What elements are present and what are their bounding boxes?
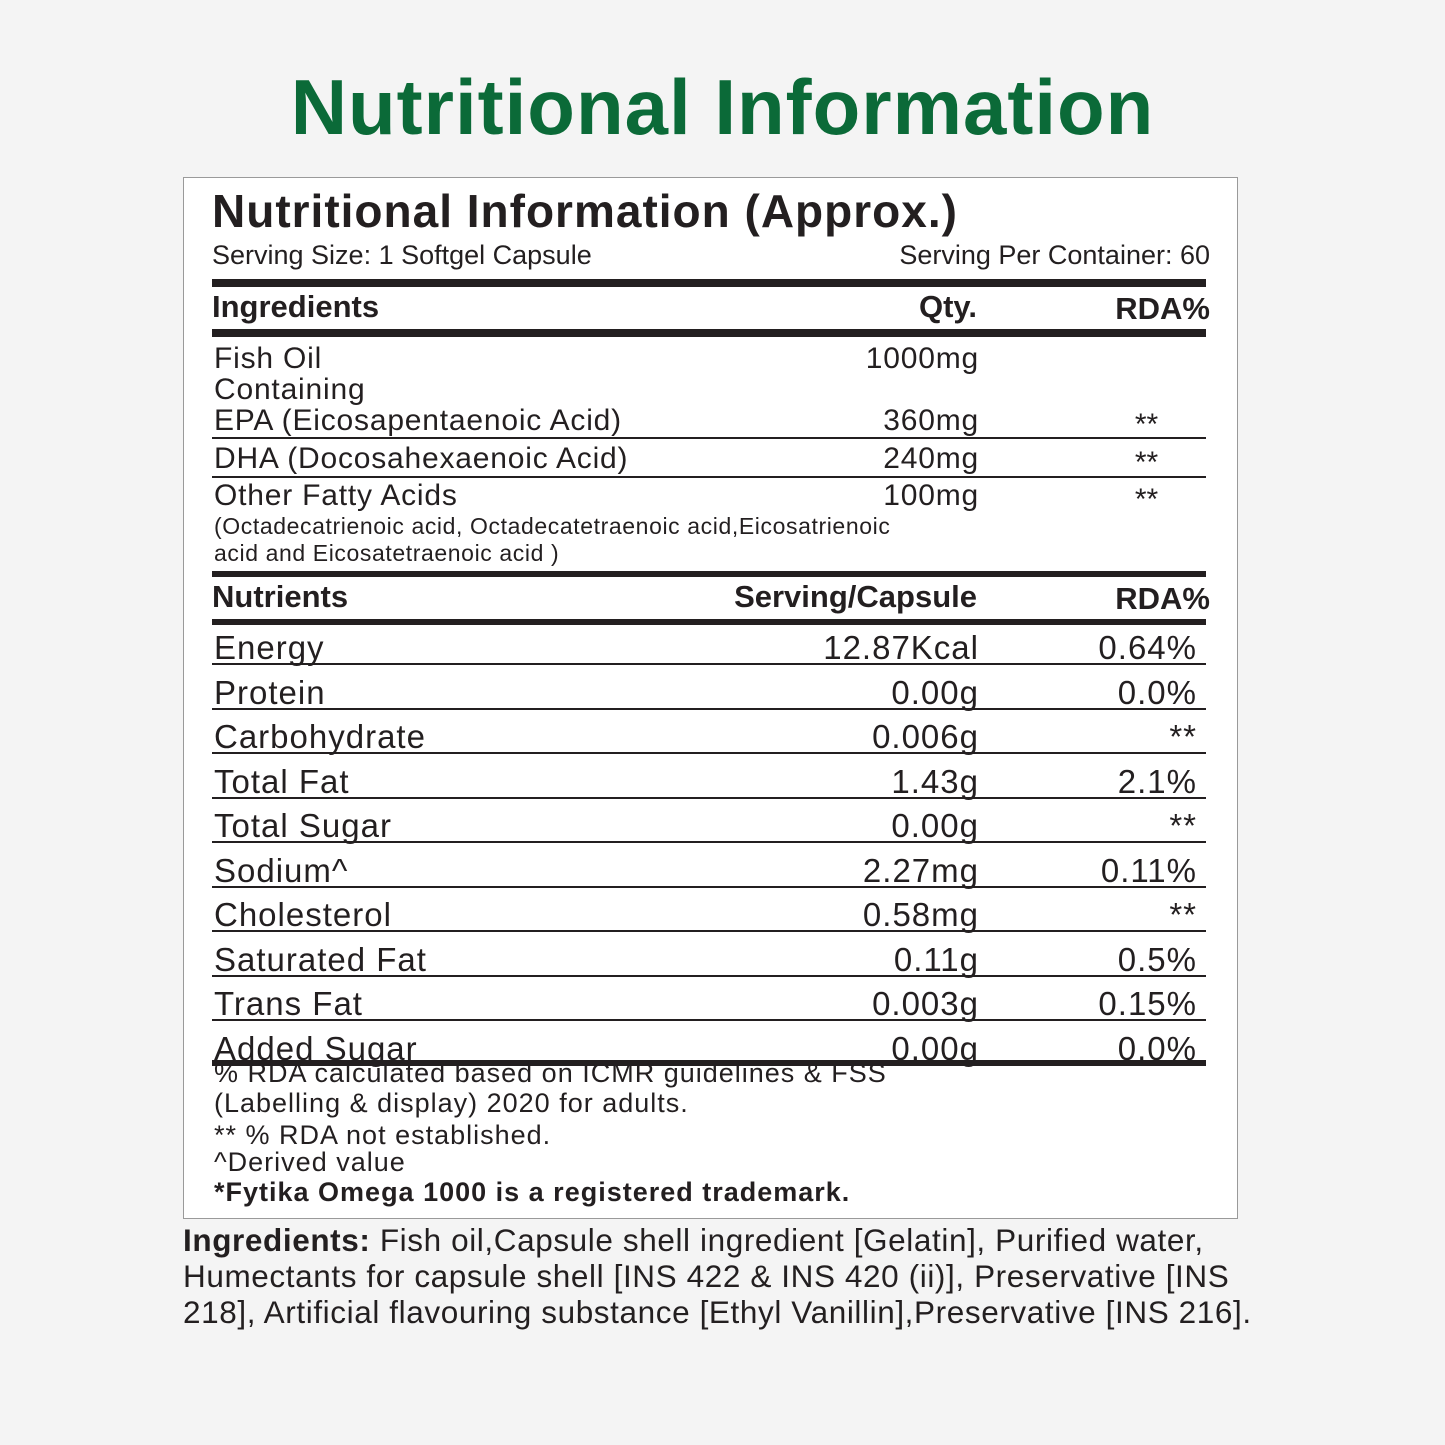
nutrient-qty: 0.00g (891, 1029, 979, 1067)
ingredients-header: Ingredients (212, 289, 380, 324)
nutrient-name: Trans Fat (214, 985, 363, 1022)
divider (212, 619, 1206, 625)
row-divider (212, 930, 1206, 932)
nutrient-name: Carbohydrate (214, 718, 426, 755)
nutrient-name: Total Sugar (214, 807, 392, 844)
row-divider (212, 885, 1206, 888)
nutrient-rda: ** (1169, 718, 1197, 755)
nutrient-name: Added Sugar (214, 1029, 418, 1067)
ingredient-name: Containing (214, 373, 366, 406)
nutrient-rda: 0.64% (1098, 629, 1197, 666)
ingredient-qty: 1000mg (865, 342, 979, 375)
nutrient-rda: ** (1169, 896, 1197, 933)
servings-per-container: Serving Per Container: 60 (899, 240, 1210, 270)
footnote: *Fytika Omega 1000 is a registered trade… (214, 1177, 851, 1207)
row-divider (212, 663, 1206, 665)
ingredient-name: Fish Oil (214, 342, 323, 375)
ingredient-rda: ** (1134, 408, 1159, 441)
ingredient-qty: 100mg (883, 479, 979, 512)
footnote: ^Derived value (214, 1147, 406, 1177)
nutrient-rda: 0.0% (1117, 1029, 1197, 1067)
nutrient-name: Protein (214, 673, 326, 711)
nutrient-qty: 0.11g (893, 940, 979, 978)
footnote: (Labelling & display) 2020 for adults. (214, 1088, 689, 1118)
ingredient-rda: ** (1134, 446, 1159, 479)
qty-header: Qty. (919, 289, 977, 324)
nutrient-name: Sodium^ (214, 851, 349, 889)
page-title: Nutritional Information (290, 63, 1155, 151)
ingredients-text: Fish oil,Capsule shell ingredient [Gelat… (183, 1222, 1252, 1330)
nutrient-qty: 0.006g (872, 718, 979, 755)
nutrient-rda: 0.11% (1100, 851, 1197, 889)
nutrient-qty: 0.00g (891, 673, 979, 711)
nutrient-rda: 0.5% (1117, 940, 1197, 978)
nutrient-name: Total Fat (214, 762, 350, 800)
nutrient-qty: 2.27mg (862, 851, 979, 889)
nutrient-qty: 0.58mg (862, 896, 979, 933)
nutrient-rda: 0.0% (1117, 673, 1197, 711)
row-divider (212, 437, 1206, 439)
nutrient-qty: 1.43g (891, 762, 979, 800)
footnote: % RDA calculated based on ICMR guideline… (214, 1058, 887, 1088)
row-divider (212, 707, 1206, 710)
nutrient-name: Saturated Fat (214, 940, 427, 978)
ingredient-rda: ** (1134, 483, 1159, 516)
nutrients-header: Nutrients (212, 579, 349, 614)
row-divider (212, 841, 1206, 843)
ingredient-qty: 240mg (883, 442, 979, 475)
nutrient-qty: 12.87Kcal (823, 629, 979, 666)
rda-header: RDA% (1115, 291, 1210, 326)
ingredients-statement: Ingredients: Fish oil,Capsule shell ingr… (183, 1222, 1253, 1330)
divider (212, 329, 1206, 337)
row-divider (212, 476, 1206, 478)
serving-size: Serving Size: 1 Softgel Capsule (212, 240, 592, 270)
rda-header: RDA% (1115, 581, 1210, 616)
ingredient-name: EPA (Eicosapentaenoic Acid) (214, 404, 622, 437)
footnote: ** % RDA not established. (214, 1120, 552, 1150)
serving-header: Serving/Capsule (734, 579, 977, 614)
nutrient-rda: ** (1169, 807, 1197, 844)
row-divider (212, 796, 1206, 799)
nutrient-name: Cholesterol (214, 896, 392, 933)
fatty-acids-note: acid and Eicosatetraenoic acid ) (214, 540, 560, 566)
nutrient-name: Energy (214, 629, 325, 666)
nutrient-qty: 0.00g (891, 807, 979, 844)
nutrient-rda: 2.1% (1117, 762, 1197, 800)
fatty-acids-note: (Octadecatrienoic acid, Octadecatetraeno… (214, 513, 891, 539)
divider (212, 279, 1206, 287)
row-divider (212, 752, 1206, 754)
nutrient-qty: 0.003g (872, 985, 979, 1022)
row-divider (212, 974, 1206, 977)
ingredient-name: Other Fatty Acids (214, 479, 458, 512)
divider (212, 1060, 1206, 1066)
ingredient-name: DHA (Docosahexaenoic Acid) (214, 442, 629, 475)
nutrient-rda: 0.15% (1098, 985, 1197, 1022)
divider (212, 571, 1206, 577)
ingredients-label: Ingredients: (183, 1222, 371, 1258)
ingredient-qty: 360mg (883, 404, 979, 437)
row-divider (212, 1019, 1206, 1021)
nutrition-panel: Nutritional Information (Approx.) Servin… (183, 177, 1238, 1219)
panel-heading: Nutritional Information (Approx.) (212, 185, 958, 237)
